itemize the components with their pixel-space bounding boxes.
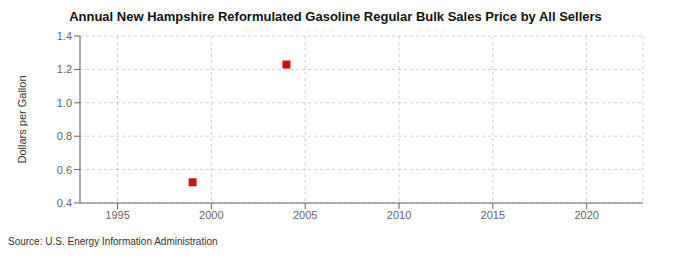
svg-text:2000: 2000 xyxy=(199,209,223,221)
svg-text:1.4: 1.4 xyxy=(57,30,72,42)
svg-text:Dollars per Gallon: Dollars per Gallon xyxy=(16,75,28,163)
svg-text:2010: 2010 xyxy=(387,209,411,221)
svg-text:2005: 2005 xyxy=(293,209,317,221)
svg-text:0.6: 0.6 xyxy=(57,164,72,176)
html-text:Source: U.S. Energy Informatio: Source: U.S. Energy Information Administ… xyxy=(8,236,218,247)
svg-text:2015: 2015 xyxy=(481,209,505,221)
svg-text:1.2: 1.2 xyxy=(57,63,72,75)
svg-text:2020: 2020 xyxy=(574,209,598,221)
svg-text:0.8: 0.8 xyxy=(57,130,72,142)
svg-text:1.0: 1.0 xyxy=(57,97,72,109)
html-text:Annual New Hampshire Reformula: Annual New Hampshire Reformulated Gasoli… xyxy=(69,9,602,24)
svg-text:0.4: 0.4 xyxy=(57,197,72,209)
svg-text:1995: 1995 xyxy=(105,209,129,221)
